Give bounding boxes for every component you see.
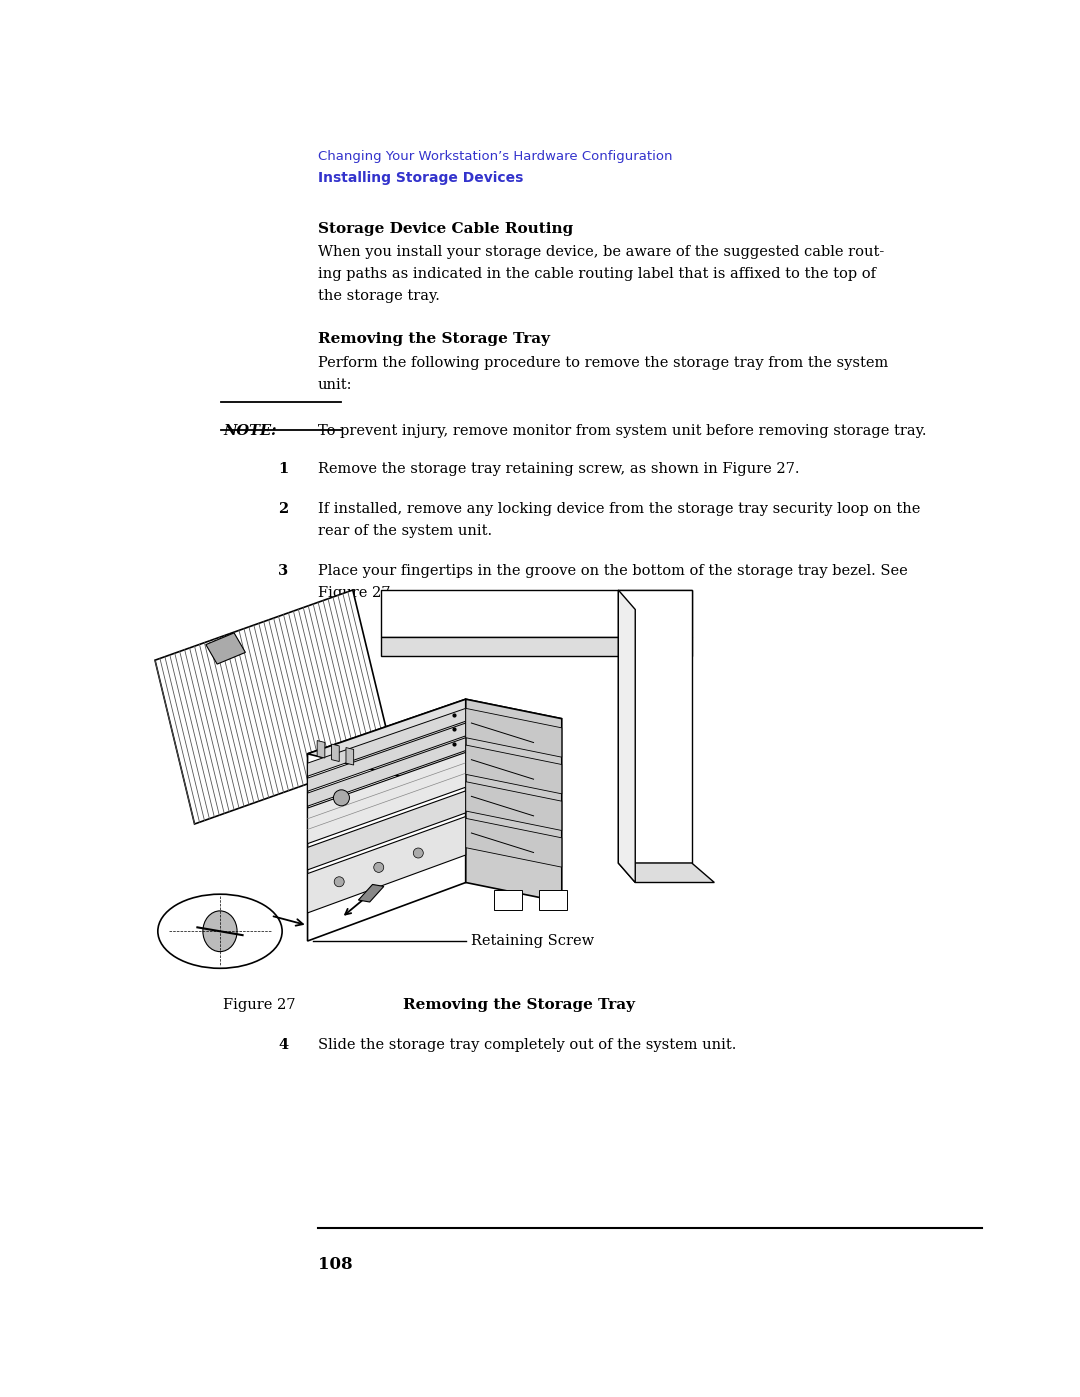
Text: Installing Storage Devices: Installing Storage Devices bbox=[318, 170, 524, 184]
Text: Slide the storage tray completely out of the system unit.: Slide the storage tray completely out of… bbox=[318, 1038, 737, 1052]
Text: 1: 1 bbox=[278, 462, 288, 476]
Polygon shape bbox=[465, 782, 562, 830]
Ellipse shape bbox=[158, 894, 282, 968]
Polygon shape bbox=[308, 724, 465, 791]
Polygon shape bbox=[308, 700, 562, 777]
Text: If installed, remove any locking device from the storage tray security loop on t: If installed, remove any locking device … bbox=[318, 502, 920, 515]
Polygon shape bbox=[465, 819, 562, 868]
Polygon shape bbox=[346, 747, 353, 766]
Text: Removing the Storage Tray: Removing the Storage Tray bbox=[318, 332, 550, 346]
Text: Removing the Storage Tray: Removing the Storage Tray bbox=[403, 997, 635, 1011]
Text: 4: 4 bbox=[278, 1038, 288, 1052]
Text: 2: 2 bbox=[278, 502, 288, 515]
Text: 3: 3 bbox=[278, 564, 288, 578]
Polygon shape bbox=[308, 753, 465, 844]
Text: Remove the storage tray retaining screw, as shown in Figure 27.: Remove the storage tray retaining screw,… bbox=[318, 462, 799, 476]
Polygon shape bbox=[308, 816, 465, 912]
Polygon shape bbox=[465, 708, 562, 757]
Text: Storage Device Cable Routing: Storage Device Cable Routing bbox=[318, 222, 573, 236]
Polygon shape bbox=[494, 890, 523, 909]
Polygon shape bbox=[308, 700, 465, 942]
Polygon shape bbox=[332, 745, 339, 761]
Polygon shape bbox=[308, 738, 465, 806]
Circle shape bbox=[374, 862, 383, 872]
Text: Figure 27: Figure 27 bbox=[222, 997, 296, 1011]
Polygon shape bbox=[308, 791, 465, 870]
Circle shape bbox=[334, 877, 345, 887]
Polygon shape bbox=[156, 590, 392, 824]
Text: Changing Your Workstation’s Hardware Configuration: Changing Your Workstation’s Hardware Con… bbox=[318, 149, 673, 163]
Polygon shape bbox=[618, 863, 714, 883]
Text: Figure 27.: Figure 27. bbox=[318, 585, 395, 599]
Text: 108: 108 bbox=[318, 1256, 353, 1273]
Text: ing paths as indicated in the cable routing label that is affixed to the top of: ing paths as indicated in the cable rout… bbox=[318, 267, 876, 281]
Polygon shape bbox=[465, 700, 562, 902]
Ellipse shape bbox=[203, 911, 238, 951]
Polygon shape bbox=[465, 745, 562, 793]
Text: Perform the following procedure to remove the storage tray from the system: Perform the following procedure to remov… bbox=[318, 356, 888, 370]
Polygon shape bbox=[618, 590, 635, 883]
Circle shape bbox=[414, 848, 423, 858]
Text: Place your fingertips in the groove on the bottom of the storage tray bezel. See: Place your fingertips in the groove on t… bbox=[318, 564, 908, 578]
Polygon shape bbox=[318, 740, 325, 759]
Text: rear of the system unit.: rear of the system unit. bbox=[318, 524, 492, 538]
Polygon shape bbox=[539, 890, 567, 909]
Polygon shape bbox=[381, 637, 692, 657]
Polygon shape bbox=[618, 590, 692, 863]
Text: NOTE:: NOTE: bbox=[222, 425, 276, 439]
Text: To prevent injury, remove monitor from system unit before removing storage tray.: To prevent injury, remove monitor from s… bbox=[318, 425, 927, 439]
Polygon shape bbox=[206, 633, 245, 664]
Text: unit:: unit: bbox=[318, 379, 352, 393]
Text: the storage tray.: the storage tray. bbox=[318, 289, 440, 303]
Polygon shape bbox=[308, 708, 465, 777]
Polygon shape bbox=[359, 884, 383, 902]
Circle shape bbox=[334, 789, 350, 806]
Text: Retaining Screw: Retaining Screw bbox=[471, 935, 594, 949]
Text: When you install your storage device, be aware of the suggested cable rout-: When you install your storage device, be… bbox=[318, 244, 885, 258]
Polygon shape bbox=[381, 590, 692, 637]
